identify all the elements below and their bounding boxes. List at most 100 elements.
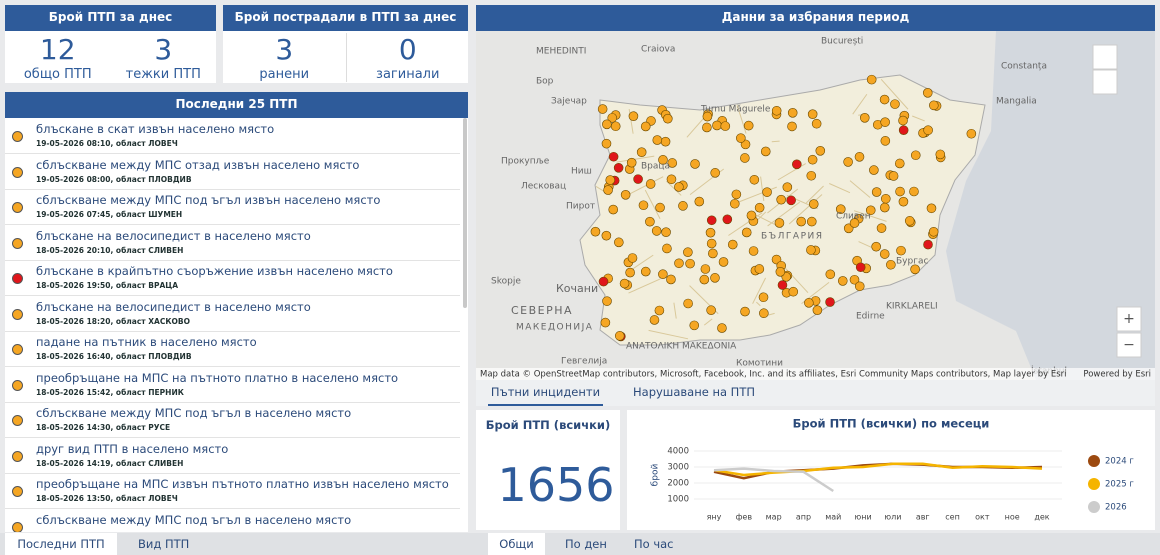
map-home-button[interactable] [1092, 44, 1118, 70]
incident-marker[interactable] [708, 248, 718, 259]
incident-marker[interactable] [662, 243, 672, 254]
list-item[interactable]: блъскане на велосипедист в населено мяст… [5, 225, 460, 261]
incident-marker[interactable] [806, 170, 817, 181]
incident-marker[interactable] [904, 216, 915, 226]
incident-marker[interactable] [879, 202, 890, 213]
incident-marker[interactable] [749, 174, 760, 185]
incident-marker[interactable] [787, 121, 797, 132]
incident-marker[interactable] [614, 331, 625, 341]
incident-marker[interactable] [628, 111, 639, 121]
incident-marker[interactable] [710, 273, 720, 283]
incident-marker[interactable] [896, 245, 906, 256]
incident-marker[interactable] [722, 214, 733, 225]
incident-marker[interactable] [880, 136, 891, 146]
incident-marker[interactable] [929, 100, 939, 111]
incident-marker[interactable] [605, 175, 616, 185]
incident-marker[interactable] [782, 182, 793, 192]
incident-marker[interactable] [651, 226, 662, 236]
incident-marker[interactable] [717, 323, 727, 333]
incident-marker[interactable] [762, 187, 772, 197]
list-item[interactable]: блъскане в скат извън населено място 19-0… [5, 118, 460, 154]
incident-marker[interactable] [804, 298, 814, 308]
incident-marker[interactable] [854, 152, 865, 162]
incident-marker[interactable] [674, 182, 684, 192]
incident-marker[interactable] [748, 246, 759, 256]
incident-marker[interactable] [825, 269, 836, 280]
incident-marker[interactable] [700, 264, 711, 274]
incident-marker[interactable] [608, 151, 619, 162]
incident-marker[interactable] [771, 105, 782, 116]
incident-marker[interactable] [740, 153, 750, 163]
incident-marker[interactable] [608, 204, 619, 215]
tab[interactable]: По ден [565, 537, 607, 551]
incident-marker[interactable] [926, 203, 937, 214]
incident-marker[interactable] [788, 286, 799, 297]
incident-marker[interactable] [837, 276, 848, 286]
incident-marker[interactable] [843, 157, 853, 167]
incident-marker[interactable] [758, 292, 769, 303]
incident-marker[interactable] [685, 258, 695, 269]
incident-marker[interactable] [597, 104, 608, 114]
incident-marker[interactable] [759, 308, 769, 319]
tab[interactable]: Нарушаване на ПТП [633, 385, 755, 399]
list-item[interactable]: сблъскване между МПС отзад извън населен… [5, 154, 460, 190]
list-item[interactable]: блъскане в крайпътно съоръжение извън на… [5, 260, 460, 296]
map-list-button[interactable] [1092, 69, 1118, 95]
incident-marker[interactable] [811, 118, 822, 129]
incident-marker[interactable] [776, 194, 786, 205]
incident-marker[interactable] [928, 226, 939, 237]
zoom-button[interactable] [1116, 306, 1142, 332]
incident-marker[interactable] [710, 168, 720, 178]
incident-marker[interactable] [674, 258, 684, 269]
incident-marker[interactable] [880, 193, 891, 204]
incident-marker[interactable] [812, 305, 823, 315]
list-item[interactable]: блъскане на велосипедист в населено мяст… [5, 296, 460, 332]
tab[interactable]: Вид ПТП [138, 537, 190, 551]
incident-marker[interactable] [658, 269, 668, 280]
incident-marker[interactable] [603, 185, 613, 195]
incident-marker[interactable] [898, 125, 909, 135]
incident-marker[interactable] [879, 249, 890, 259]
incident-marker[interactable] [600, 317, 611, 328]
incident-marker[interactable] [855, 262, 866, 273]
incident-marker[interactable] [590, 226, 601, 237]
incident-marker[interactable] [865, 205, 876, 216]
incident-marker[interactable] [645, 216, 655, 227]
list-item[interactable]: сблъскване между МПС под ъгъл в населено… [5, 402, 460, 438]
incident-marker[interactable] [923, 125, 933, 136]
incident-marker[interactable] [935, 149, 946, 160]
incident-marker[interactable] [869, 165, 879, 175]
incident-marker[interactable] [754, 264, 765, 274]
incident-marker[interactable] [654, 305, 665, 316]
incident-marker[interactable] [849, 218, 860, 228]
incident-marker[interactable] [876, 223, 887, 233]
incident-marker[interactable] [894, 158, 905, 169]
incident-marker[interactable] [712, 120, 722, 131]
list-item[interactable]: друг вид ПТП в населено място 18-05-2026 … [5, 438, 460, 474]
tab[interactable]: По час [634, 537, 674, 551]
incident-marker[interactable] [895, 186, 905, 197]
incident-marker[interactable] [740, 306, 750, 317]
incident-marker[interactable] [718, 257, 729, 267]
incident-marker[interactable] [879, 94, 890, 105]
incident-marker[interactable] [849, 274, 860, 285]
incident-marker[interactable] [729, 198, 740, 209]
incident-marker[interactable] [923, 239, 933, 250]
incident-marker[interactable] [661, 227, 671, 237]
incident-marker[interactable] [792, 159, 802, 170]
incident-marker[interactable] [922, 88, 933, 98]
incident-marker[interactable] [743, 120, 754, 131]
incident-marker[interactable] [678, 201, 688, 211]
incident-marker[interactable] [815, 146, 826, 156]
incident-marker[interactable] [787, 108, 798, 118]
incident-marker[interactable] [871, 187, 882, 197]
incident-marker[interactable] [694, 196, 705, 207]
incident-marker[interactable] [598, 276, 609, 287]
scrollbar[interactable] [463, 118, 467, 308]
incident-marker[interactable] [754, 202, 765, 213]
incident-marker[interactable] [627, 253, 638, 263]
incident-marker[interactable] [736, 133, 746, 143]
incident-marker[interactable] [602, 119, 612, 130]
incident-marker[interactable] [705, 227, 716, 238]
incident-marker[interactable] [601, 138, 612, 149]
